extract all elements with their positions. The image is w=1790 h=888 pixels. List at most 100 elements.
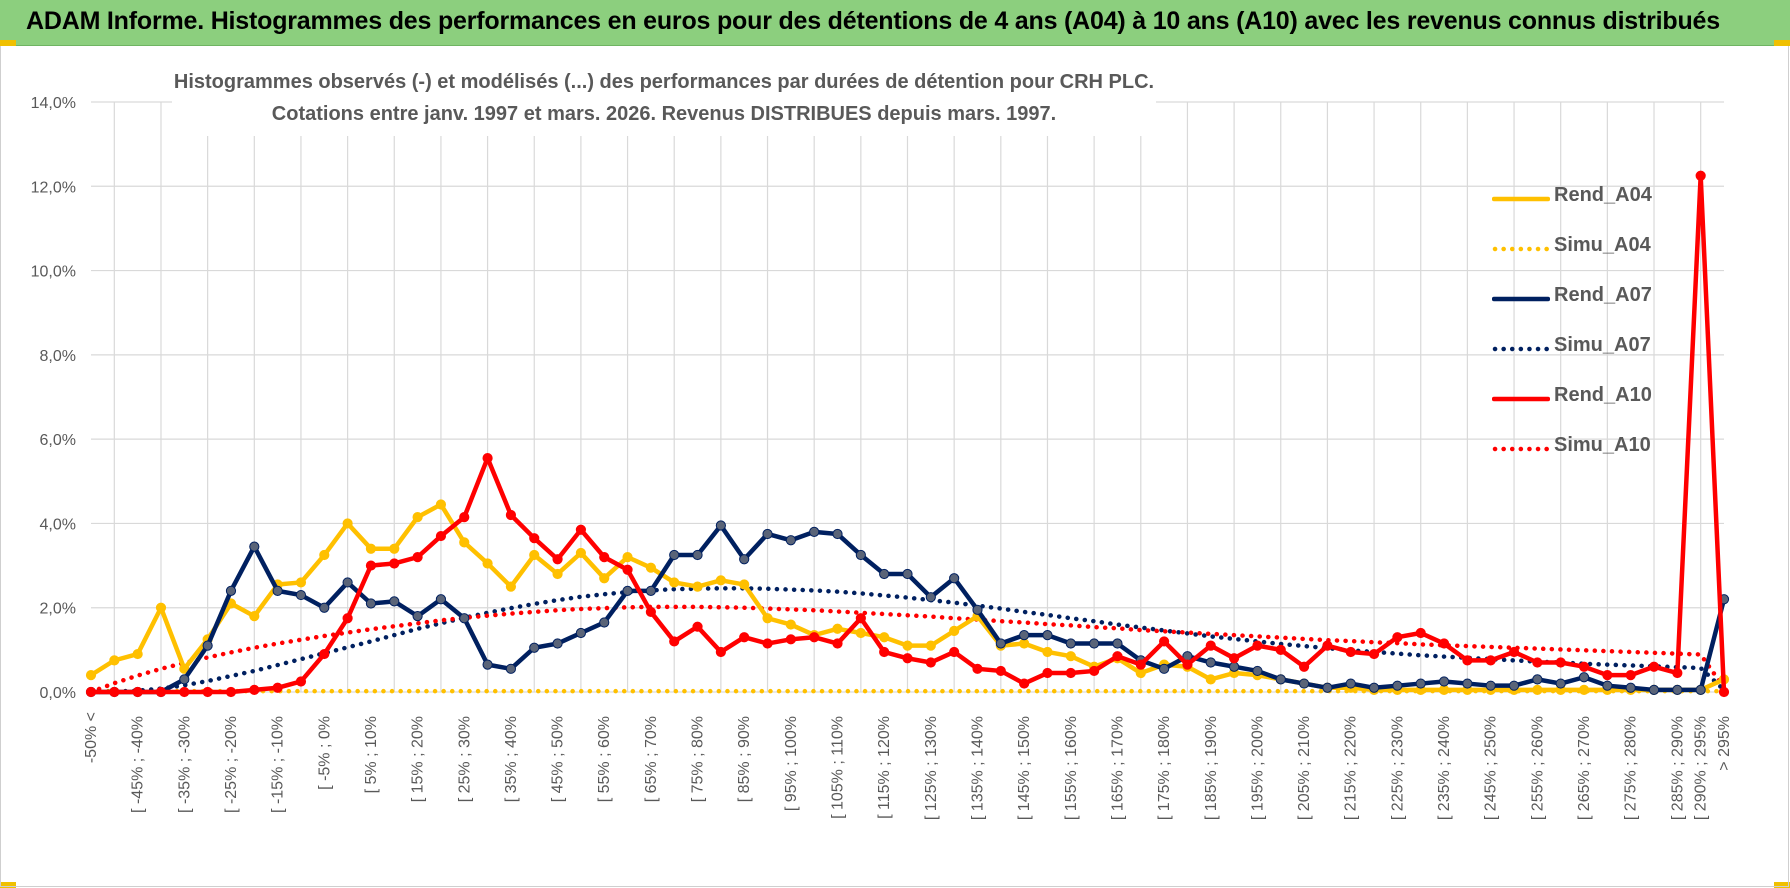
data-point-rend-a10 [1602,670,1613,681]
data-point-rend-a07 [1672,684,1683,695]
data-point-rend-a07 [1019,630,1030,641]
legend-label: Rend_A04 [1554,184,1652,206]
chart-title-line-2: Cotations entre janv. 1997 et mars. 2026… [271,103,1057,125]
data-point-rend-a10 [1485,655,1496,666]
data-point-rend-a10 [389,558,400,569]
chart-legend: Rend_A04 Simu_A04 Rend_A07 Simu_A07 Rend… [1478,176,1688,476]
data-point-rend-a10 [1438,638,1450,649]
data-point-rend-a10 [1042,667,1053,679]
data-point-rend-a10 [622,564,633,575]
data-point-rend-a10 [692,621,703,632]
x-tick-label: [ 75% ; 80% [690,716,707,802]
data-point-rend-a04 [1135,667,1146,679]
data-point-rend-a04 [949,625,960,636]
report-title: ADAM Informe. Histogrammes des performan… [26,7,1720,35]
data-point-rend-a10 [1718,686,1730,698]
data-point-rend-a07 [389,596,400,607]
data-point-rend-a07 [1485,680,1496,691]
report-banner: ADAM Informe. Histogrammes des performan… [0,0,1790,46]
data-point-rend-a07 [575,627,587,639]
data-point-rend-a10 [1322,640,1333,651]
x-tick-label: [ -25% ; -20% [223,716,240,813]
data-point-rend-a07 [832,528,843,540]
series-line-simu-a07 [88,586,1727,695]
data-point-rend-a07 [1345,678,1356,689]
data-point-rend-a04 [505,581,517,592]
data-point-rend-a07 [1298,678,1310,689]
chart-frame [0,46,1789,887]
data-point-rend-a07 [1229,661,1240,672]
data-point-rend-a07 [1089,638,1100,649]
data-point-rend-a07 [249,541,260,552]
data-point-rend-a07 [995,638,1006,649]
data-point-rend-a10 [599,552,610,563]
data-point-rend-a10 [995,665,1006,677]
legend-swatch-rend-a07 [1492,296,1550,302]
x-tick-label: [ -5% ; 0% [316,716,333,790]
data-point-rend-a04 [622,552,633,563]
data-point-rend-a07 [272,585,283,596]
x-tick-label: [ 245% ; 250% [1483,716,1500,820]
data-point-rend-a07 [762,528,773,540]
series-lines [85,170,1730,698]
data-point-rend-a07 [1695,684,1706,695]
x-tick-label: [ 55% ; 60% [596,716,613,802]
data-point-rend-a07 [459,613,470,624]
x-tick-label: [ 105% ; 110% [830,716,847,819]
data-point-rend-a10 [1415,627,1426,639]
data-point-rend-a04 [552,568,563,580]
data-point-rend-a04 [832,623,843,634]
x-tick-label: [ 125% ; 130% [923,716,940,820]
data-point-rend-a07 [365,598,377,609]
data-point-rend-a10 [739,632,750,643]
data-point-rend-a10 [809,632,820,643]
data-point-rend-a10 [1182,659,1193,670]
x-tick-label: [ 135% ; 140% [969,716,986,820]
data-point-rend-a04 [715,575,726,586]
data-point-rend-a10 [1298,661,1310,672]
data-point-rend-a07 [1578,672,1590,683]
data-point-rend-a04 [1065,651,1076,662]
data-point-rend-a07 [692,549,703,561]
data-point-rend-a10 [949,646,960,658]
corner-accent-top-left [0,40,16,46]
data-point-rend-a04 [295,577,307,588]
data-point-rend-a10 [295,676,307,687]
data-point-rend-a10 [225,686,237,698]
data-point-rend-a07 [179,674,190,685]
data-point-rend-a10 [319,648,330,660]
data-point-rend-a10 [902,653,913,664]
data-point-rend-a04 [739,579,750,590]
data-point-rend-a10 [1205,640,1216,651]
legend-item-rend-a07: Rend_A07 [1478,276,1688,326]
data-point-rend-a10 [85,686,97,698]
x-tick-label: [ 225% ; 230% [1389,716,1406,820]
chart-title-line-1: Histogrammes observés (-) et modélisés (… [173,71,1155,93]
data-point-rend-a04 [575,547,587,559]
x-tick-label: [ 65% ; 70% [643,716,660,802]
data-point-rend-a10 [529,533,540,544]
data-point-rend-a07 [1159,663,1170,674]
data-point-rend-a04 [902,640,913,651]
x-tick-label: [ 145% ; 150% [1016,716,1033,820]
x-tick-label: [ 165% ; 170% [1109,716,1126,820]
data-point-rend-a04 [482,558,493,569]
data-point-rend-a10 [1462,655,1473,666]
x-tick-label: [ 290% ; 295% [1693,716,1710,820]
data-point-rend-a04 [669,577,680,588]
data-point-rend-a07 [1462,678,1473,689]
data-point-rend-a10 [1532,657,1543,668]
data-point-rend-a07 [715,520,726,531]
x-tick-label: [ 235% ; 240% [1436,716,1453,820]
data-point-rend-a10 [1648,661,1660,672]
data-point-rend-a04 [342,518,353,529]
data-point-rend-a07 [342,577,353,588]
data-point-rend-a07 [1205,657,1216,668]
data-point-rend-a10 [1089,665,1100,677]
data-point-rend-a07 [809,526,820,537]
y-tick-label: 0,0% [40,685,76,702]
data-point-rend-a04 [599,573,610,584]
data-point-rend-a07 [925,592,936,603]
x-tick-label: > 295% [1716,716,1733,771]
data-point-rend-a07 [1415,678,1426,689]
